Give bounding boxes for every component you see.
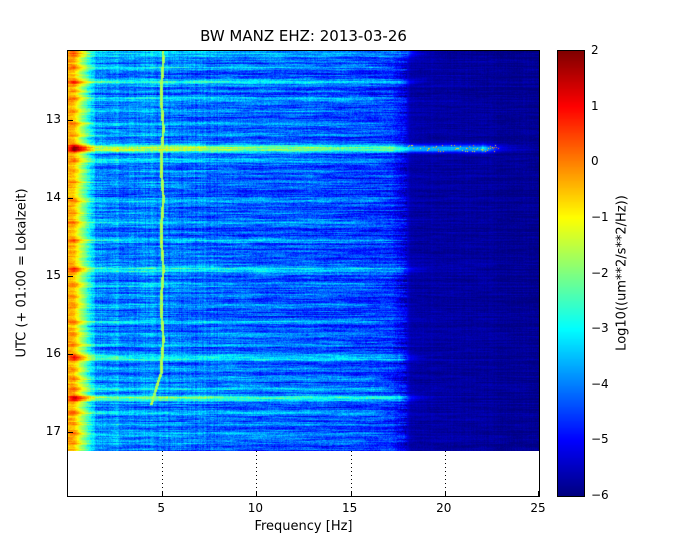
x-gridline — [444, 451, 446, 496]
x-gridline — [256, 451, 258, 496]
colorbar-tick-label: 2 — [591, 43, 599, 57]
spectrogram-canvas — [68, 51, 539, 451]
colorbar-tick-label: −6 — [591, 488, 609, 502]
plot-area — [67, 50, 540, 497]
y-tick-mark — [68, 275, 73, 277]
x-tick-label: 10 — [247, 501, 264, 515]
x-gridline — [162, 451, 164, 496]
x-axis-label: Frequency [Hz] — [254, 519, 353, 534]
x-tick-label: 25 — [530, 501, 546, 515]
x-tick-label: 5 — [157, 501, 165, 515]
y-tick-label: 17 — [45, 423, 61, 438]
y-tick-mark — [68, 197, 73, 199]
colorbar — [557, 50, 585, 497]
colorbar-tick-label: −5 — [591, 432, 609, 447]
colorbar-tick-label: 0 — [591, 154, 599, 169]
colorbar-tick-label: −3 — [591, 321, 609, 336]
y-tick-label: 15 — [45, 267, 61, 282]
y-tick-label: 16 — [45, 345, 61, 360]
chart-title: BW MANZ EHZ: 2013-03-26 — [200, 27, 407, 45]
x-tick-mark — [538, 491, 539, 496]
y-tick-label: 13 — [45, 111, 61, 126]
colorbar-canvas — [558, 51, 584, 496]
colorbar-tick-label: −4 — [591, 376, 609, 391]
x-gridline — [350, 451, 352, 496]
colorbar-tick-label: 1 — [591, 98, 599, 113]
colorbar-tick-label: −1 — [591, 209, 609, 224]
y-tick-mark — [68, 119, 73, 121]
y-tick-label: 14 — [45, 189, 61, 204]
colorbar-tick-label: −2 — [591, 265, 609, 280]
y-tick-mark — [68, 431, 73, 433]
y-tick-mark — [68, 353, 73, 355]
x-tick-label: 20 — [436, 501, 452, 515]
x-tick-label: 15 — [341, 501, 358, 515]
